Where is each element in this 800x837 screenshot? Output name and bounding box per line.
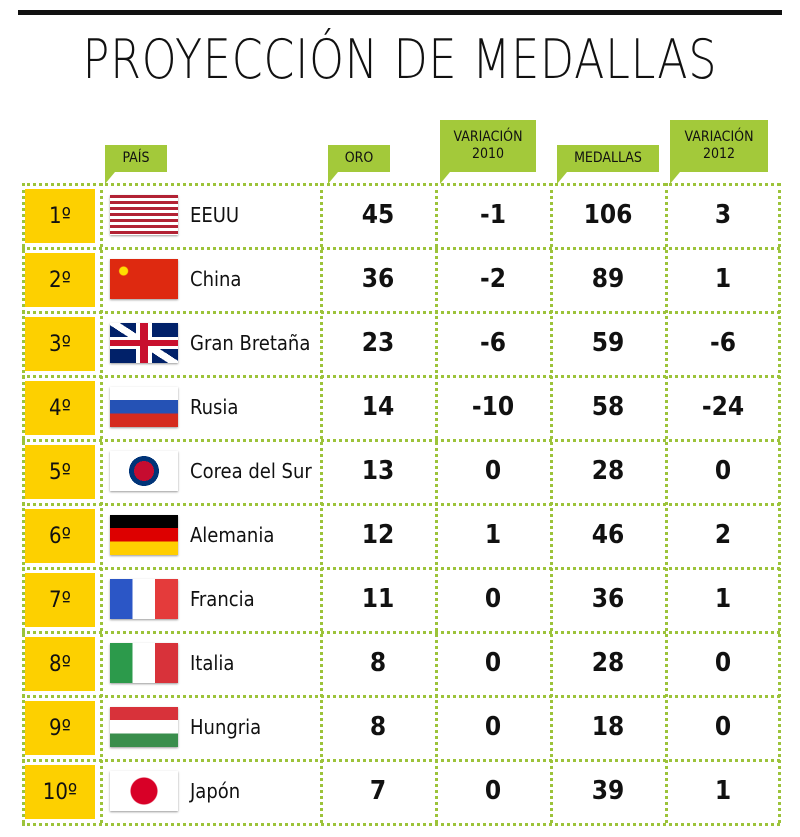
country-name: Alemania: [190, 523, 275, 547]
grid-line: [22, 247, 780, 250]
rank-badge: 3º: [25, 317, 95, 371]
rank-badge: 2º: [25, 253, 95, 307]
grid-line: [22, 567, 780, 570]
grid-line: [22, 503, 780, 506]
flag: [110, 195, 178, 235]
cell-value: -24: [701, 392, 745, 422]
cell-value: 0: [714, 712, 732, 742]
rank-badge: 9º: [25, 701, 95, 755]
cell-value: 0: [484, 648, 502, 678]
cell-value: 89: [591, 264, 625, 294]
column-header: ORO: [328, 145, 390, 184]
cell-value: 7: [369, 776, 387, 806]
cell-value: 11: [361, 584, 395, 614]
flag: [110, 707, 178, 747]
cell-value: 1: [484, 520, 502, 550]
flag: [110, 259, 178, 299]
rank-badge: 1º: [25, 189, 95, 243]
rank-badge: 4º: [25, 381, 95, 435]
rank-badge: 8º: [25, 637, 95, 691]
column-header: MEDALLAS: [557, 145, 659, 184]
cell-value: 1: [714, 584, 732, 614]
cell-value: 23: [361, 328, 395, 358]
cell-value: -1: [480, 200, 506, 230]
cell-value: 28: [591, 648, 625, 678]
cell-value: 36: [591, 584, 625, 614]
cell-value: -10: [471, 392, 515, 422]
grid-line: [22, 759, 780, 762]
cell-value: 58: [591, 392, 625, 422]
cell-value: 3: [714, 200, 732, 230]
flag: [110, 323, 178, 363]
cell-value: 36: [361, 264, 395, 294]
grid-line: [22, 631, 780, 634]
flag: [110, 771, 178, 811]
cell-value: 12: [361, 520, 395, 550]
cell-value: 13: [361, 456, 395, 486]
cell-value: -6: [480, 328, 506, 358]
top-rule: [18, 10, 782, 15]
cell-value: 0: [484, 584, 502, 614]
grid-line: [22, 375, 780, 378]
flag: [110, 387, 178, 427]
cell-value: 0: [484, 776, 502, 806]
cell-value: 8: [369, 648, 387, 678]
cell-value: 0: [714, 456, 732, 486]
cell-value: 46: [591, 520, 625, 550]
cell-value: 106: [583, 200, 633, 230]
cell-value: 8: [369, 712, 387, 742]
cell-value: 1: [714, 264, 732, 294]
grid-line: [22, 439, 780, 442]
rank-badge: 10º: [25, 765, 95, 819]
flag: [110, 643, 178, 683]
country-name: Japón: [190, 779, 241, 803]
cell-value: 28: [591, 456, 625, 486]
country-name: Hungria: [190, 715, 262, 739]
grid-line: [22, 311, 780, 314]
column-header: PAÍS: [105, 145, 167, 184]
cell-value: -2: [480, 264, 506, 294]
country-name: Italia: [190, 651, 235, 675]
country-name: Gran Bretaña: [190, 331, 311, 355]
cell-value: -6: [710, 328, 736, 358]
country-name: Francia: [190, 587, 255, 611]
grid-line: [22, 695, 780, 698]
flag: [110, 515, 178, 555]
cell-value: 0: [484, 456, 502, 486]
rank-badge: 5º: [25, 445, 95, 499]
cell-value: 1: [714, 776, 732, 806]
column-header: VARIACIÓN 2010: [440, 120, 536, 184]
cell-value: 0: [484, 712, 502, 742]
cell-value: 59: [591, 328, 625, 358]
cell-value: 45: [361, 200, 395, 230]
flag: [110, 451, 178, 491]
cell-value: 0: [714, 648, 732, 678]
grid-line: [22, 183, 780, 186]
cell-value: 14: [361, 392, 395, 422]
grid-line: [22, 823, 780, 826]
rank-badge: 6º: [25, 509, 95, 563]
country-name: Rusia: [190, 395, 239, 419]
cell-value: 39: [591, 776, 625, 806]
title: PROYECCIÓN DE MEDALLAS: [82, 28, 718, 91]
flag: [110, 579, 178, 619]
cell-value: 2: [714, 520, 732, 550]
column-header: VARIACIÓN 2012: [670, 120, 768, 184]
country-name: China: [190, 267, 242, 291]
rank-badge: 7º: [25, 573, 95, 627]
country-name: Corea del Sur: [190, 459, 312, 483]
cell-value: 18: [591, 712, 625, 742]
country-name: EEUU: [190, 203, 240, 227]
